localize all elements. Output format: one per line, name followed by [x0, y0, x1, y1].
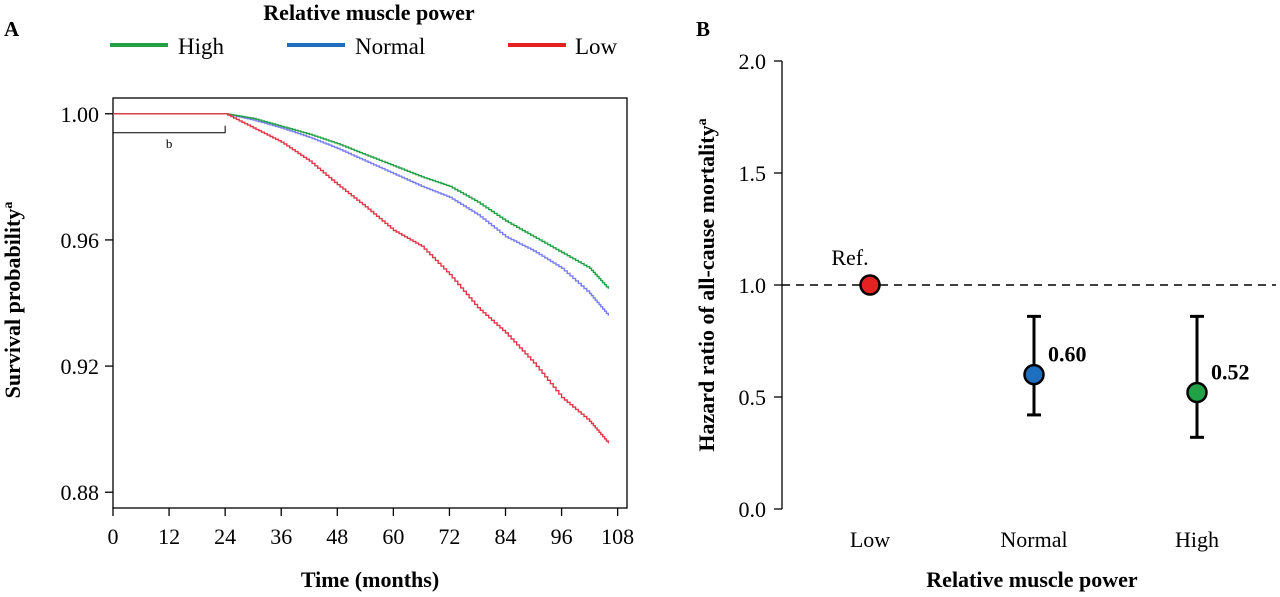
- hr-y-tick-label: 0.5: [739, 385, 767, 410]
- y-axis-title-text: Survival probability: [0, 209, 25, 399]
- hr-x-category-label: Normal: [1000, 527, 1067, 552]
- survival-chart: 0.880.920.961.00 0 12 24 36 48 60 72 84 96 108 b …: [0, 97, 634, 592]
- hr-y-axis-title-text: Hazard ratio of all-cause mortality: [694, 125, 719, 451]
- hr-x-category-label: Low: [850, 527, 890, 552]
- x-axis-title: Time (months): [301, 567, 439, 592]
- survival-curves: [113, 113, 609, 444]
- y-tick-label: 0.92: [61, 354, 100, 379]
- y-tick-label: 1.00: [61, 102, 100, 127]
- hr-x-category-label: High: [1175, 527, 1219, 552]
- curve-low: [113, 113, 609, 444]
- y-tick-label: 0.88: [61, 480, 100, 505]
- curve-high: [113, 113, 609, 289]
- hr-x-axis: Low Normal High: [850, 527, 1219, 552]
- point-high: [1186, 381, 1208, 404]
- panel-a-label: A: [4, 17, 20, 41]
- curve-normal: [113, 113, 609, 316]
- hr-y-tick-label: 0.0: [739, 497, 767, 522]
- x-tick-label: 24: [214, 524, 236, 549]
- x-tick-label: 84: [495, 524, 517, 549]
- y-axis: 0.88 0.92 0.96 1.00: [61, 102, 113, 505]
- hr-y-tick-label: 1.5: [739, 161, 767, 186]
- point-value-label: 0.60: [1048, 342, 1087, 367]
- hr-x-axis-title: Relative muscle power: [926, 567, 1138, 592]
- legend-label-low: Low: [575, 34, 618, 59]
- x-tick-label: 60: [382, 524, 404, 549]
- bracket: [112, 125, 226, 134]
- legend-label-normal: Normal: [355, 34, 425, 59]
- legend-label-high: High: [178, 34, 225, 59]
- hr-y-axis-title-sup: a: [695, 118, 710, 125]
- hazard-points: Ref. 0.60 0.52: [831, 245, 1250, 439]
- point-low: [859, 274, 881, 296]
- y-tick-label: 0.96: [61, 228, 100, 253]
- hr-y-tick-label: 1.0: [739, 273, 767, 298]
- point-normal: [1023, 363, 1045, 386]
- hr-y-axis: 0.0 0.5 1.0 1.5 2.0: [739, 49, 782, 522]
- y-axis-title: Survival probabilitya: [0, 202, 25, 399]
- point-value-label: 0.52: [1211, 360, 1250, 385]
- x-tick-label: 48: [326, 524, 348, 549]
- bracket-annotation: b: [112, 125, 226, 151]
- bracket-label: b: [166, 136, 173, 151]
- x-tick-label: 0: [108, 524, 119, 549]
- plot-frame: [112, 97, 628, 509]
- y-axis-title-sup: a: [1, 202, 16, 209]
- hr-y-axis-title: Hazard ratio of all-cause mortalitya: [694, 118, 719, 451]
- x-tick-label: 72: [438, 524, 460, 549]
- x-tick-label: 36: [270, 524, 292, 549]
- x-tick-label: 12: [158, 524, 180, 549]
- x-axis: 0 12 24 36 48 60 72 84 96 108: [108, 508, 634, 549]
- point-label-ref: Ref.: [831, 245, 868, 270]
- hazard-ratio-chart: 0.0 0.5 1.0 1.5 2.0 Ref. 0.60 0.52 Low Normal Hi…: [694, 49, 1276, 592]
- legend: High Normal Low: [110, 34, 618, 59]
- panel-b-label: B: [696, 17, 710, 41]
- x-tick-label: 108: [601, 524, 634, 549]
- legend-title: Relative muscle power: [263, 0, 475, 25]
- x-tick-label: 96: [551, 524, 573, 549]
- hr-y-tick-label: 2.0: [739, 49, 767, 74]
